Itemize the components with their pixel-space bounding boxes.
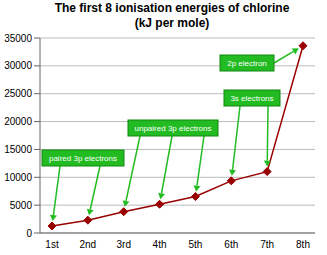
svg-text:3rd: 3rd [116, 239, 130, 250]
svg-text:35000: 35000 [8, 33, 32, 44]
svg-text:4th: 4th [153, 239, 167, 250]
svg-text:(kJ per mole): (kJ per mole) [135, 16, 210, 30]
svg-text:1st: 1st [45, 239, 59, 250]
svg-text:2nd: 2nd [80, 239, 97, 250]
svg-text:unpaired 3p electrons: unpaired 3p electrons [135, 124, 212, 133]
svg-text:6th: 6th [224, 239, 238, 250]
svg-text:2p electron: 2p electron [227, 59, 267, 68]
svg-text:25000: 25000 [8, 88, 32, 99]
svg-text:0: 0 [26, 228, 32, 239]
svg-text:8th: 8th [296, 239, 310, 250]
svg-text:5th: 5th [188, 239, 202, 250]
svg-text:paired 3p electrons: paired 3p electrons [49, 154, 117, 163]
svg-text:20000: 20000 [8, 116, 32, 127]
svg-text:The first 8 ionisation energie: The first 8 ionisation energies of chlor… [55, 1, 290, 15]
svg-text:3s electrons: 3s electrons [230, 94, 273, 103]
svg-text:30000: 30000 [8, 60, 32, 71]
svg-text:10000: 10000 [8, 172, 32, 183]
svg-text:15000: 15000 [8, 144, 32, 155]
svg-text:7th: 7th [260, 239, 274, 250]
svg-text:5000: 5000 [10, 200, 33, 211]
